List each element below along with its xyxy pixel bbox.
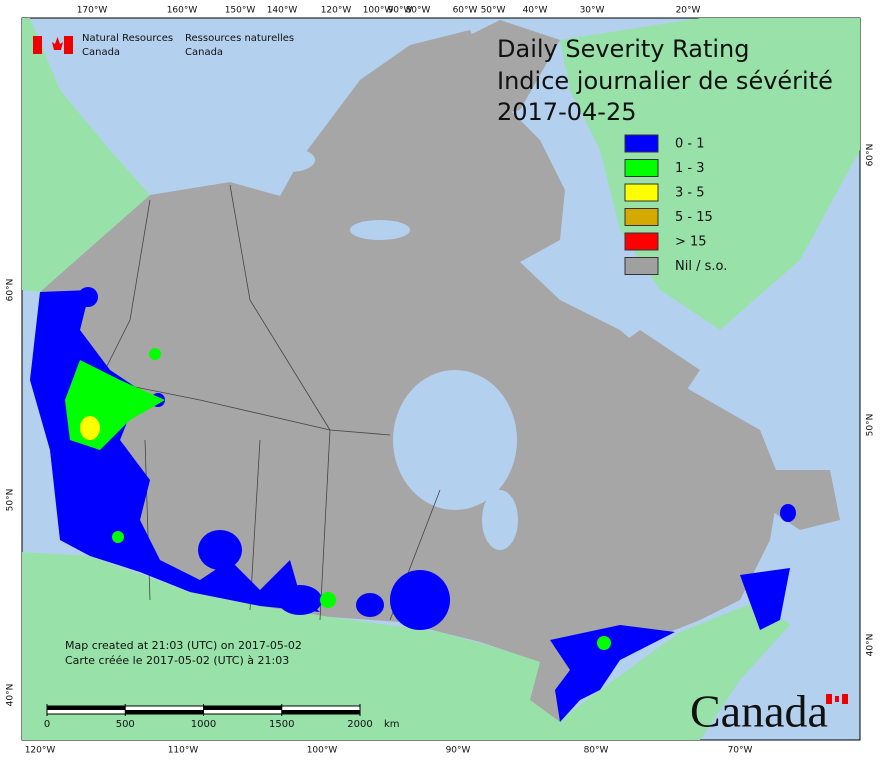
attribution: Natural Resources Canada Ressources natu… <box>33 33 294 58</box>
newfoundland <box>760 470 840 530</box>
patch <box>320 592 336 608</box>
graticule-label: 100°W <box>307 746 338 756</box>
legend-swatch <box>624 159 659 177</box>
patch <box>149 348 161 360</box>
note: Carte créée le 2017-05-02 (UTC) à 21:03 <box>65 654 289 667</box>
patch <box>198 530 242 570</box>
attribution-fr: Ressources naturelles <box>185 33 294 44</box>
legend-swatch <box>624 232 659 251</box>
border <box>319 429 331 621</box>
legend-label: 5 - 15 <box>675 210 713 225</box>
patch <box>112 531 124 543</box>
border <box>99 379 391 436</box>
patch <box>597 636 611 650</box>
graticule-label: 60°N <box>6 279 16 302</box>
graticule-label: 20°W <box>676 6 701 16</box>
graticule-label: 90°W <box>446 746 471 756</box>
united-states <box>22 552 790 740</box>
graticule-label: 110°W <box>168 746 199 756</box>
rating-0-1 <box>30 287 796 722</box>
ontario-patch <box>550 625 675 722</box>
graticule-label: 50°N <box>866 414 876 437</box>
legend-swatch <box>624 183 659 202</box>
graticule-label: 90°W <box>388 6 413 16</box>
patch <box>278 585 322 615</box>
maple-leaf <box>52 37 63 50</box>
graticule-label: 60°W <box>453 6 478 16</box>
map-body <box>21 17 861 741</box>
graticule-label: 50°W <box>481 6 506 16</box>
scale-bar-label: 1500 <box>269 719 294 730</box>
scale-bar-label: 500 <box>116 719 135 730</box>
legend-label: Nil / s.o. <box>675 259 727 274</box>
alaska <box>22 18 150 292</box>
rating-3-5 <box>80 416 100 440</box>
ns-patch <box>740 568 790 630</box>
graticule-label: 120°W <box>321 6 352 16</box>
patch <box>78 287 98 307</box>
scale-bar-unit: km <box>384 719 400 730</box>
arctic-island <box>420 20 560 120</box>
title-fr: Indice journalier de sévérité <box>497 67 833 95</box>
graticule-label: 80°W <box>584 746 609 756</box>
graticule-label: 40°W <box>523 6 548 16</box>
scale-bar-label: 1000 <box>191 719 216 730</box>
graticule-label: 160°W <box>167 6 198 16</box>
wordmark: Canada <box>690 686 828 737</box>
graticule-label: 70°W <box>728 746 753 756</box>
scale-bar-segment <box>125 710 204 714</box>
scale-bar-segment <box>47 706 126 710</box>
james-bay <box>482 490 518 550</box>
patch <box>780 504 796 522</box>
legend-label: 0 - 1 <box>675 137 705 152</box>
title: Daily Severity Rating <box>497 35 749 63</box>
bc-patch <box>30 290 320 612</box>
legend-swatch <box>624 257 659 275</box>
labrador <box>600 330 700 400</box>
scale-bar-label: 0 <box>44 719 50 730</box>
legend-label: 3 - 5 <box>675 186 705 201</box>
note: Map created at 21:03 (UTC) on 2017-05-02 <box>65 639 302 652</box>
date: 2017-04-25 <box>497 98 636 126</box>
greenland <box>560 18 860 330</box>
flag-band <box>64 36 73 54</box>
scale-bar-label: 2000 <box>347 719 372 730</box>
legend-swatch <box>624 134 659 153</box>
legend-label: 1 - 3 <box>675 161 705 176</box>
graticule-label: 40°N <box>6 684 16 707</box>
border <box>99 199 151 381</box>
wordmark-flag <box>826 694 832 704</box>
wordmark-flag <box>842 694 848 704</box>
border <box>229 184 331 431</box>
graticule-label: 30°W <box>580 6 605 16</box>
scale-bar-segment <box>281 710 360 714</box>
attribution-en: Natural Resources <box>82 33 173 44</box>
graticule-label: 60°N <box>866 144 876 167</box>
legend-swatch <box>624 208 659 226</box>
patch <box>390 570 450 630</box>
graticule-label: 150°W <box>225 6 256 16</box>
legend-label: > 15 <box>675 235 707 250</box>
channel <box>265 148 315 172</box>
graticule-label: 40°N <box>866 634 876 657</box>
graticule-label: 120°W <box>25 746 56 756</box>
wordmark-flag <box>835 696 839 702</box>
graticule-label: 170°W <box>77 6 108 16</box>
attribution-en: Canada <box>82 47 120 58</box>
attribution-fr: Canada <box>185 47 223 58</box>
scale-bar-segment <box>203 706 282 710</box>
graticule-label: 80°W <box>406 6 431 16</box>
graticule-label: 140°W <box>267 6 298 16</box>
patch <box>356 593 384 617</box>
graticule-label: 50°N <box>6 489 16 512</box>
hudson-bay <box>393 370 517 510</box>
channel <box>350 220 410 240</box>
flag-band <box>33 36 42 54</box>
graticule-label: 100°W <box>363 6 394 16</box>
